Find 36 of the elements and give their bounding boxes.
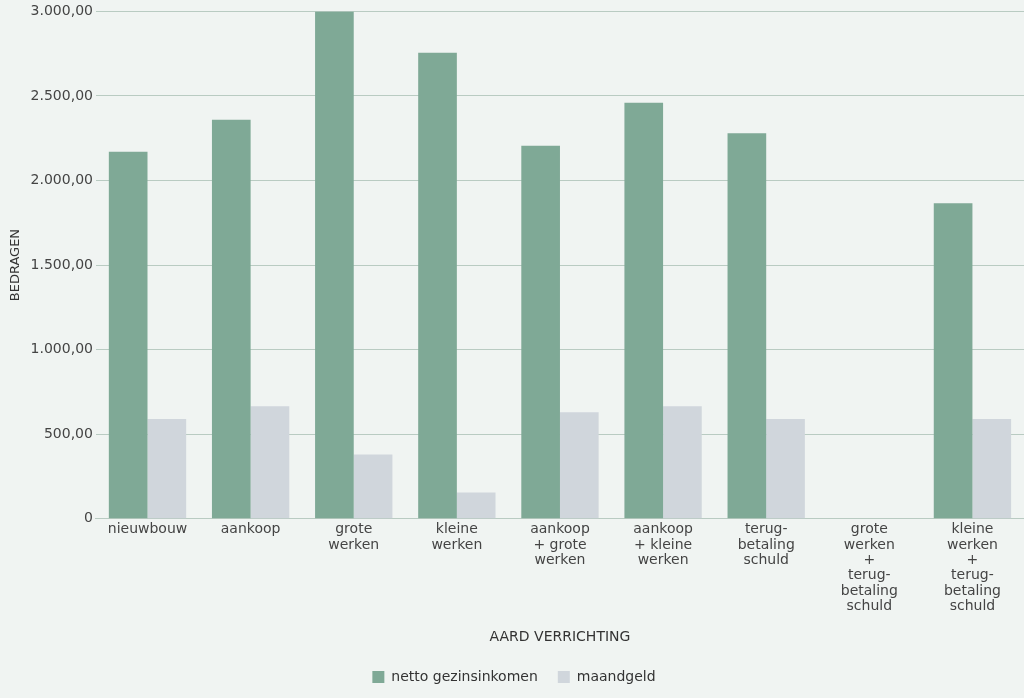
- bar: [211, 119, 251, 519]
- y-tick-label: 3.000,00: [30, 2, 93, 19]
- x-tick-label: grote werken + terug- betaling schuld: [840, 520, 898, 614]
- bar: [456, 492, 496, 519]
- x-tick-label: kleine werken + terug- betaling schuld: [943, 520, 1001, 614]
- bar: [147, 419, 187, 519]
- bar: [933, 203, 973, 519]
- legend-label: netto gezinsinkomen: [391, 667, 538, 684]
- x-tick-label: terug- betaling schuld: [737, 520, 795, 567]
- y-tick-label: 1.000,00: [30, 340, 93, 357]
- y-axis-title: BEDRAGEN: [7, 228, 23, 302]
- bar: [663, 406, 702, 519]
- x-tick-label: grote werken: [328, 520, 380, 552]
- bar: [418, 52, 457, 519]
- y-tick-label: 500,00: [43, 424, 93, 441]
- x-tick-label: aankoop: [220, 520, 281, 537]
- bar: [972, 419, 1012, 519]
- bar: [559, 412, 599, 519]
- x-axis-title: AARD VERRICHTING: [489, 628, 631, 645]
- y-tick-label: 2.500,00: [30, 86, 93, 103]
- bar: [315, 11, 354, 519]
- x-tick-label: aankoop + grote werken: [530, 520, 590, 567]
- bar: [727, 133, 767, 519]
- legend-label: maandgeld: [576, 667, 656, 684]
- bar: [521, 145, 560, 519]
- y-tick-label: 2.000,00: [30, 171, 93, 188]
- x-tick-label: kleine werken: [431, 520, 483, 552]
- bar: [766, 419, 805, 519]
- bar: [624, 102, 664, 519]
- bar: [250, 406, 290, 519]
- bar: [353, 454, 393, 519]
- y-tick-label: 0: [84, 509, 93, 526]
- x-tick-label: aankoop + kleine werken: [633, 520, 694, 567]
- x-tick-label: nieuwbouw: [107, 520, 188, 537]
- y-tick-label: 1.500,00: [30, 255, 93, 272]
- bar: [108, 151, 148, 519]
